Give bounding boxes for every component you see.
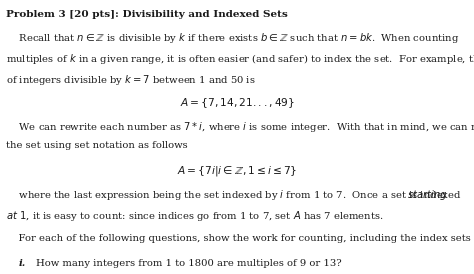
Text: $\mathit{starting}$: $\mathit{starting}$ [407,188,447,202]
Text: Recall that $n \in \mathbb{Z}$ is divisible by $k$ if there exists $b \in \mathb: Recall that $n \in \mathbb{Z}$ is divisi… [6,31,459,45]
Text: Problem 3 [20 pts]: Divisibility and Indexed Sets: Problem 3 [20 pts]: Divisibility and Ind… [6,10,288,19]
Text: of integers divisible by $k = 7$ between 1 and 50 is: of integers divisible by $k = 7$ between… [6,73,256,87]
Text: $\mathit{at\ 1}$, it is easy to count: since indices go from 1 to 7, set $A$ has: $\mathit{at\ 1}$, it is easy to count: s… [6,209,384,223]
Text: i.: i. [19,259,26,268]
Text: the set using set notation as follows: the set using set notation as follows [6,141,188,150]
Text: $A = \{7i | i \in \mathbb{Z}, 1 \leq i \leq 7\}$: $A = \{7i | i \in \mathbb{Z}, 1 \leq i \… [177,164,297,178]
Text: where the last expression being the set indexed by $i$ from 1 to 7.  Once a set : where the last expression being the set … [6,188,462,202]
Text: multiples of $k$ in a given range, it is often easier (and safer) to index the s: multiples of $k$ in a given range, it is… [6,52,474,66]
Text: How many integers from 1 to 1800 are multiples of 9 or 13?: How many integers from 1 to 1800 are mul… [36,259,341,268]
Text: $A = \{7, 14, 21..., 49\}$: $A = \{7, 14, 21..., 49\}$ [180,96,294,110]
Text: We can rewrite each number as $7 * i$, where $i$ is some integer.  With that in : We can rewrite each number as $7 * i$, w… [6,120,474,134]
Text: For each of the following questions, show the work for counting, including the i: For each of the following questions, sho… [6,234,474,243]
